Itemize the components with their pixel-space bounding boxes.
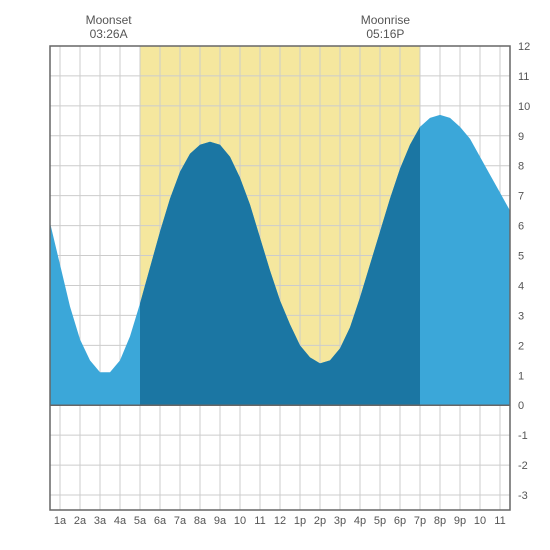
x-tick-label: 1p (294, 515, 306, 527)
x-tick-label: 6a (154, 515, 167, 527)
y-tick-label: 11 (518, 71, 529, 83)
moonrise-label: Moonrise (361, 13, 411, 27)
tide-chart: 1a2a3a4a5a6a7a8a9a1011121p2p3p4p5p6p7p8p… (10, 10, 540, 540)
x-tick-label: 3a (94, 515, 107, 527)
x-tick-label: 5a (134, 515, 147, 527)
y-tick-label: -3 (518, 490, 528, 502)
x-tick-label: 12 (274, 515, 286, 527)
x-tick-label: 9a (214, 515, 227, 527)
x-tick-label: 8a (194, 515, 207, 527)
y-tick-label: 7 (518, 191, 524, 203)
moonrise-time: 05:16P (366, 27, 404, 41)
x-tick-label: 7a (174, 515, 187, 527)
y-tick-label: 6 (518, 221, 524, 233)
x-tick-label: 11 (494, 515, 505, 527)
y-tick-label: 2 (518, 340, 524, 352)
y-tick-label: 9 (518, 131, 524, 143)
x-tick-label: 4p (354, 515, 366, 527)
y-tick-label: 3 (518, 310, 524, 322)
y-tick-label: 1 (518, 370, 524, 382)
moonset-time: 03:26A (90, 27, 128, 41)
x-tick-label: 7p (414, 515, 426, 527)
x-tick-label: 4a (114, 515, 127, 527)
moonset-label: Moonset (86, 13, 133, 27)
x-tick-label: 10 (474, 515, 486, 527)
y-tick-label: 5 (518, 251, 524, 263)
y-tick-label: -2 (518, 460, 528, 472)
x-tick-label: 5p (374, 515, 386, 527)
chart-svg: 1a2a3a4a5a6a7a8a9a1011121p2p3p4p5p6p7p8p… (10, 10, 540, 540)
y-tick-label: 0 (518, 400, 524, 412)
y-tick-label: -1 (518, 430, 528, 442)
x-tick-label: 3p (334, 515, 346, 527)
x-tick-label: 10 (234, 515, 246, 527)
y-tick-label: 4 (518, 280, 524, 292)
y-tick-label: 8 (518, 161, 524, 173)
x-tick-label: 2p (314, 515, 326, 527)
y-tick-label: 12 (518, 41, 530, 53)
x-tick-label: 1a (54, 515, 67, 527)
x-tick-label: 11 (254, 515, 265, 527)
x-tick-label: 6p (394, 515, 406, 527)
y-tick-label: 10 (518, 101, 530, 113)
x-tick-label: 9p (454, 515, 466, 527)
x-tick-label: 2a (74, 515, 87, 527)
x-tick-label: 8p (434, 515, 446, 527)
